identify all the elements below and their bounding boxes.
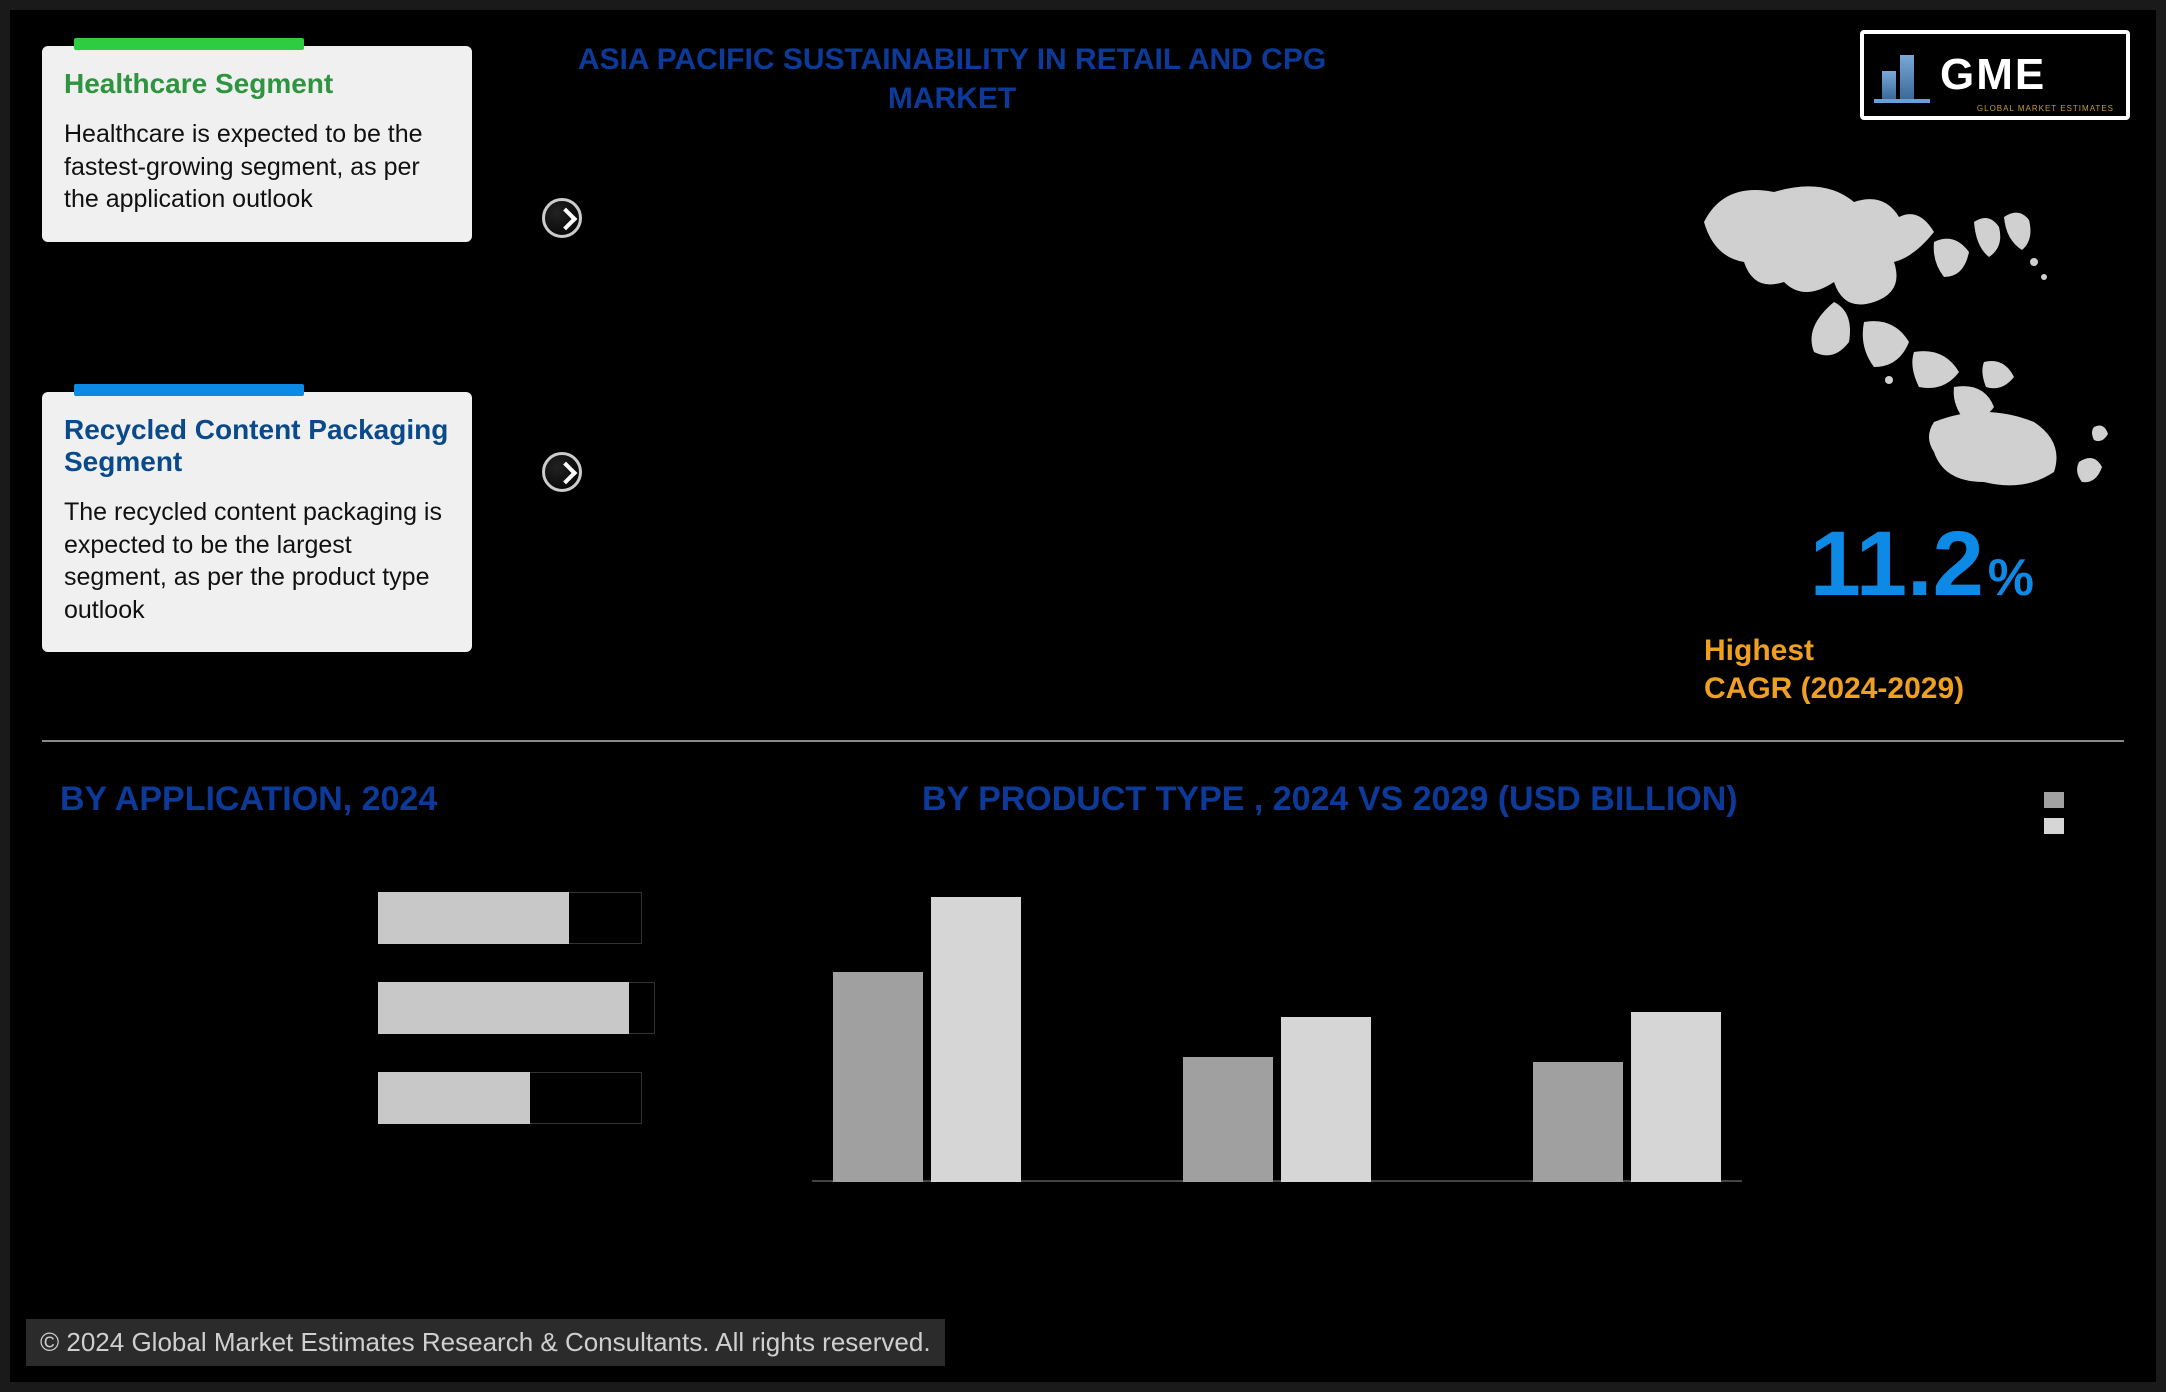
app-row: [68, 982, 708, 1034]
legend-item: [2044, 818, 2124, 834]
logo-subtitle: GLOBAL MARKET ESTIMATES: [1977, 104, 2114, 113]
app-bar-inner: [378, 1072, 530, 1124]
application-section-title: BY APPLICATION, 2024: [60, 780, 437, 819]
cagr-label-line2: CAGR (2024-2029): [1704, 672, 1964, 705]
legend-swatch: [2044, 818, 2064, 834]
app-row: [68, 892, 708, 944]
cagr-number: 11.2: [1810, 512, 1984, 617]
percent-sign: %: [1988, 548, 2034, 608]
chevron-right-icon: [542, 198, 582, 238]
card-body: The recycled content packaging is expect…: [64, 496, 452, 626]
copyright: © 2024 Global Market Estimates Research …: [26, 1319, 945, 1366]
bar-2029: [1281, 1017, 1371, 1182]
recycled-card: Recycled Content Packaging Segment The r…: [42, 392, 472, 652]
card-title: Recycled Content Packaging Segment: [64, 414, 452, 478]
legend-item: [2044, 792, 2124, 808]
gme-logo: GME GLOBAL MARKET ESTIMATES: [1860, 30, 2130, 120]
cagr-value: 11.2%: [1810, 512, 2034, 617]
product-group: [1162, 1017, 1392, 1182]
product-chart: [812, 842, 1742, 1262]
asia-pacific-map: [1684, 162, 2114, 492]
healthcare-card: Healthcare Segment Healthcare is expecte…: [42, 46, 472, 242]
cagr-label-line1: Highest: [1704, 634, 1814, 667]
bar-2024: [833, 972, 923, 1182]
cagr-label: Highest CAGR (2024-2029): [1704, 632, 2054, 707]
card-accent-bar: [74, 38, 304, 50]
app-row: [68, 1072, 708, 1124]
logo-text: GME: [1940, 50, 2046, 100]
product-group: [812, 897, 1042, 1182]
bar-2029: [931, 897, 1021, 1182]
bar-2024: [1533, 1062, 1623, 1182]
app-track: [378, 1072, 708, 1124]
chevron-right-icon: [542, 452, 582, 492]
logo-icon: [1874, 47, 1930, 103]
card-accent-bar: [74, 384, 304, 396]
app-track: [378, 892, 708, 944]
app-bar-inner: [378, 982, 629, 1034]
legend-swatch: [2044, 792, 2064, 808]
bar-2024: [1183, 1057, 1273, 1182]
app-track: [378, 982, 708, 1034]
product-section-title: BY PRODUCT TYPE , 2024 VS 2029 (USD BILL…: [922, 780, 1738, 819]
main-title: ASIA PACIFIC SUSTAINABILITY IN RETAIL AN…: [542, 40, 1362, 118]
bar-2029: [1631, 1012, 1721, 1182]
application-chart: [68, 892, 708, 1222]
card-title: Healthcare Segment: [64, 68, 452, 100]
card-body: Healthcare is expected to be the fastest…: [64, 118, 452, 216]
infographic-frame: ASIA PACIFIC SUSTAINABILITY IN RETAIL AN…: [10, 10, 2156, 1382]
app-bar-inner: [378, 892, 569, 944]
legend: [2044, 792, 2124, 844]
product-group: [1512, 1012, 1742, 1182]
divider: [42, 740, 2124, 742]
